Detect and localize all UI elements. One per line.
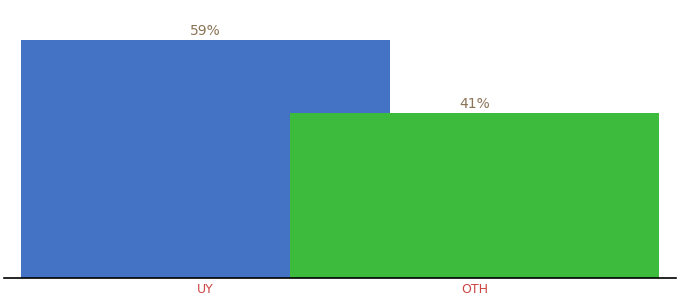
- Bar: [21, 40, 390, 278]
- Bar: [290, 113, 659, 278]
- Text: 41%: 41%: [459, 97, 490, 111]
- Text: 59%: 59%: [190, 24, 221, 38]
